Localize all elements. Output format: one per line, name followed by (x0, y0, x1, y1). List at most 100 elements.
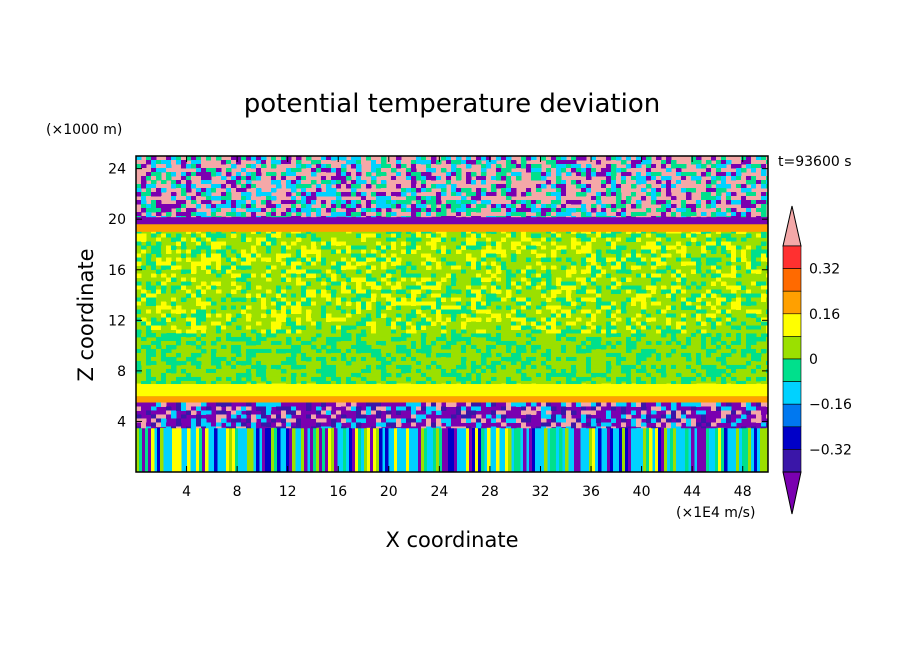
field-cell (536, 336, 542, 342)
field-cell (601, 301, 607, 307)
field-cell (446, 249, 452, 255)
field-cell (371, 368, 377, 374)
field-cell (231, 368, 237, 374)
field-cell (196, 176, 202, 181)
field-cell (321, 237, 327, 243)
field-cell (476, 348, 482, 354)
field-cell (151, 340, 157, 346)
field-cell (431, 305, 437, 311)
field-cell (326, 257, 332, 263)
field-cell (471, 261, 477, 267)
field-cell (456, 245, 462, 251)
field-cell (456, 336, 462, 342)
field-cell (516, 285, 522, 291)
field-cell (341, 313, 347, 319)
field-cell (671, 364, 677, 370)
field-cell (731, 257, 737, 263)
field-cell (251, 368, 257, 374)
field-cell (271, 273, 277, 279)
field-cell (741, 360, 747, 366)
field-cell (251, 273, 257, 279)
field-cell (591, 273, 597, 279)
field-cell (246, 309, 252, 315)
field-cell (161, 281, 167, 287)
field-cell (141, 332, 147, 338)
field-cell (366, 277, 372, 283)
field-cell (291, 257, 297, 263)
field-cell (266, 233, 272, 239)
field-cell (586, 352, 592, 358)
field-cell (421, 277, 427, 283)
field-cell (277, 427, 281, 472)
field-cell (306, 329, 312, 334)
field-cell (686, 414, 692, 419)
field-cell (171, 261, 177, 267)
field-cell (371, 352, 377, 358)
field-cell (751, 414, 757, 419)
field-cell (441, 309, 447, 315)
field-cell (656, 348, 662, 354)
field-cell (431, 414, 437, 419)
field-cell (761, 364, 767, 370)
field-cell (686, 364, 692, 370)
field-cell (566, 410, 572, 415)
field-cell (281, 376, 287, 382)
field-cell (506, 285, 512, 291)
field-cell (241, 368, 247, 374)
field-cell (661, 356, 667, 362)
field-cell (136, 156, 142, 161)
field-cell (751, 376, 757, 382)
field-cell (622, 427, 626, 472)
field-cell (426, 325, 432, 331)
field-cell (401, 368, 407, 374)
field-cell (206, 261, 212, 267)
field-cell (571, 410, 577, 415)
field-cell (172, 427, 176, 472)
field-cell (521, 269, 527, 275)
field-cell (646, 317, 652, 323)
field-cell (351, 344, 357, 350)
field-cell (646, 418, 652, 423)
field-cell (151, 184, 157, 189)
field-cell (451, 380, 457, 385)
field-cell (726, 356, 732, 362)
field-cell (526, 281, 532, 287)
field-cell (151, 216, 157, 218)
field-cell (256, 237, 262, 243)
field-cell (656, 237, 662, 243)
field-cell (751, 356, 757, 362)
field-cell (296, 329, 302, 334)
field-cell (151, 309, 157, 315)
field-cell (331, 380, 337, 385)
field-cell (401, 332, 407, 338)
field-cell (311, 289, 317, 295)
field-cell (521, 364, 527, 370)
field-cell (366, 321, 372, 327)
field-cell (596, 317, 602, 323)
field-cell (596, 273, 602, 279)
field-cell (406, 285, 412, 291)
field-cell (356, 368, 362, 374)
field-cell (306, 257, 312, 263)
field-cell (476, 372, 482, 378)
field-cell (661, 237, 667, 243)
field-cell (156, 265, 162, 271)
field-cell (311, 410, 317, 415)
field-cell (396, 329, 402, 334)
field-cell (381, 348, 387, 354)
field-cell (656, 325, 662, 331)
field-cell (206, 368, 212, 374)
field-cell (231, 188, 237, 193)
field-cell (431, 233, 437, 239)
field-cell (643, 427, 647, 472)
field-cell (681, 257, 687, 263)
field-cell (556, 321, 562, 327)
field-cell (576, 305, 582, 311)
field-cell (206, 329, 212, 334)
field-cell (501, 344, 507, 350)
field-cell (176, 241, 182, 247)
field-cell (201, 233, 207, 239)
field-cell (156, 289, 162, 295)
field-cell (681, 360, 687, 366)
field-cell (396, 422, 402, 427)
